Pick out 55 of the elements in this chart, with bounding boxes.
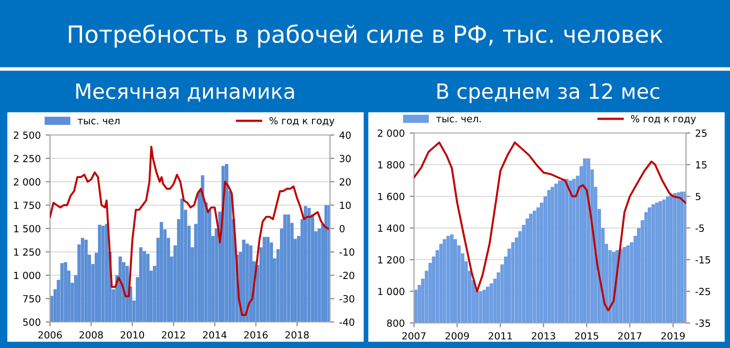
y-tick-label: 1 800	[378, 161, 404, 168]
y-tick-label: 1 250	[14, 248, 40, 256]
y2-tick-label: 15	[696, 161, 707, 168]
y-tick-label: 1 750	[14, 202, 40, 209]
y2-tick-label: -35	[696, 319, 710, 327]
y-tick-label: 500	[23, 318, 40, 326]
y-tick-label: 1 400	[378, 224, 404, 232]
y2-tick-label: -5	[696, 224, 704, 232]
x-tick-label: 2009	[446, 332, 469, 340]
x-tick-label: 2008	[80, 331, 103, 339]
y2-tick-label: -25	[696, 288, 710, 296]
chart-subtitle: В среднем за 12 мес	[437, 83, 660, 104]
legend-label: тыс. чел.	[436, 116, 481, 122]
x-tick-label: 2018	[285, 331, 309, 339]
x-tick-label: 2012	[162, 331, 185, 339]
y-tick-label: 1 000	[378, 288, 404, 296]
y-tick-label: 1 500	[14, 224, 40, 232]
y-tick-label: 1 200	[378, 256, 404, 264]
x-tick-label: 2016	[244, 331, 268, 339]
legend-label: % год к году	[270, 117, 334, 126]
x-tick-label: 2013	[532, 332, 556, 340]
line-series	[414, 142, 686, 312]
x-tick-label: 2017	[618, 332, 642, 340]
y2-tick-label: -10	[340, 248, 354, 256]
y-tick-label: 2 000	[14, 178, 40, 186]
y2-tick-label: -40	[340, 318, 354, 326]
y-tick-label: 2 500	[14, 131, 40, 139]
x-tick-label: 2011	[488, 332, 512, 340]
x-tick-label: 2014	[203, 331, 227, 339]
y2-tick-label: -30	[340, 295, 354, 302]
x-tick-label: 2010	[120, 331, 144, 339]
line-series	[50, 146, 329, 316]
chart-subtitle: Месячная динамика	[76, 84, 294, 102]
y-tick-label: 1 000	[14, 272, 40, 280]
x-tick-label: 2015	[575, 332, 598, 340]
y-tick-label: 750	[23, 295, 40, 302]
y2-tick-label: 40	[340, 131, 351, 139]
y2-tick-label: 0	[340, 224, 345, 232]
y-tick-label: 2 250	[14, 154, 40, 162]
y-tick-label: 800	[387, 319, 404, 327]
chart-title: Потребность в рабочей силе в РФ, тыс. человек	[68, 24, 663, 48]
y-tick-label: 2 000	[378, 129, 404, 137]
y2-tick-label: -20	[340, 272, 354, 280]
y2-tick-label: 5	[696, 192, 700, 200]
y2-tick-label: -15	[696, 256, 710, 264]
x-tick-label: 2019	[661, 332, 685, 340]
y-tick-label: 1 600	[378, 192, 404, 200]
y2-tick-label: 25	[696, 129, 707, 137]
y2-tick-label: 10	[340, 202, 351, 209]
legend-label: % год к году	[631, 115, 696, 124]
y2-tick-label: 30	[340, 154, 351, 162]
legend-label: тыс. чел	[78, 118, 120, 124]
x-tick-label: 2006	[38, 331, 62, 339]
x-tick-label: 2007	[402, 332, 426, 340]
y2-tick-label: 20	[340, 178, 351, 186]
